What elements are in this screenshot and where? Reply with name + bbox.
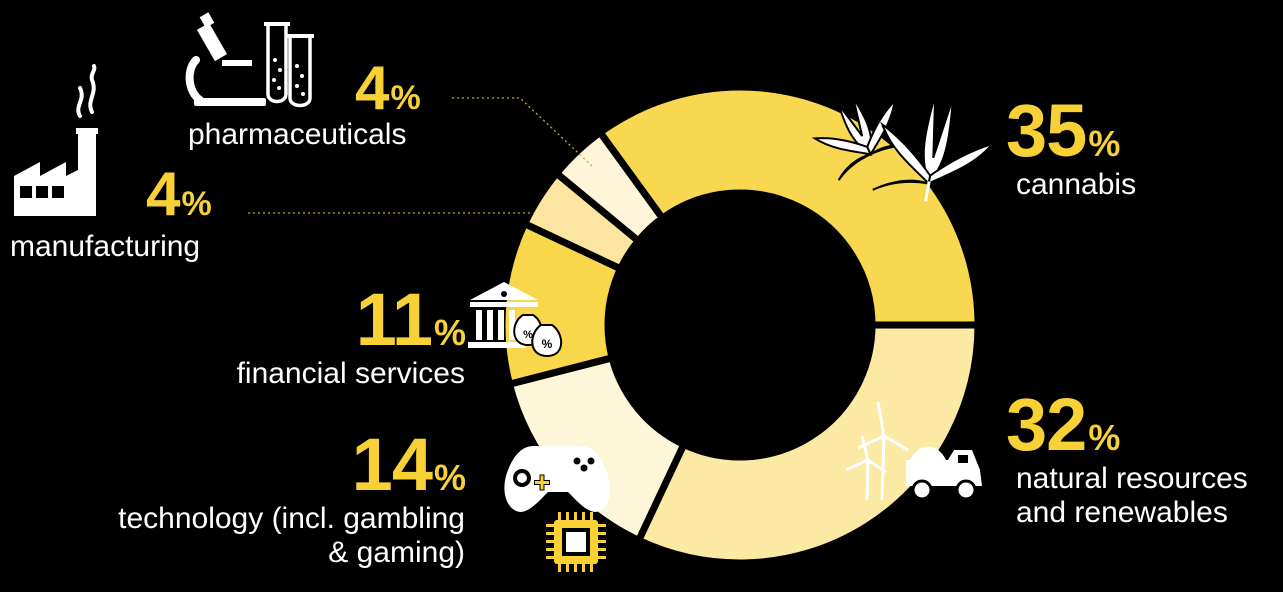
- slice-cannabis: [595, 83, 982, 329]
- svg-text:%: %: [542, 337, 553, 351]
- value-financial-number: 11: [355, 278, 433, 361]
- label-natural-resources: 32% natural resources and renewables: [1006, 388, 1248, 529]
- value-pharma: 4%: [355, 58, 421, 120]
- name-natural-line-1: natural resources: [1016, 462, 1248, 495]
- label-technology: 14% technology (incl. gambling & gaming): [118, 428, 466, 569]
- value-manufacturing-number: 4: [146, 160, 180, 229]
- cannabis-leaf-icon: [811, 94, 996, 210]
- value-natural-number: 32: [1006, 383, 1087, 466]
- percent-sign: %: [1088, 123, 1120, 164]
- slice-natural: [634, 321, 982, 567]
- value-technology: 14%: [118, 428, 466, 502]
- label-financial: 11% financial services: [236, 283, 466, 391]
- label-cannabis: 35% cannabis: [1006, 94, 1136, 202]
- percent-sign: %: [433, 457, 466, 498]
- value-natural-resources: 32%: [1006, 388, 1248, 462]
- percent-sign: %: [1088, 417, 1120, 458]
- name-technology-line-2: & gaming): [328, 535, 465, 569]
- name-cannabis: cannabis: [1016, 168, 1137, 201]
- value-manufacturing: 4%: [146, 164, 212, 226]
- donut-slices: [498, 83, 982, 567]
- value-cannabis: 35%: [1006, 94, 1136, 168]
- name-technology: technology (incl. gambling & gaming): [118, 502, 465, 569]
- percent-sign: %: [433, 312, 466, 353]
- name-pharma: pharmaceuticals: [188, 118, 407, 151]
- factory-icon: [14, 64, 98, 216]
- name-technology-line-1: technology (incl. gambling: [118, 502, 465, 535]
- value-financial: 11%: [237, 283, 466, 357]
- value-technology-number: 14: [351, 423, 433, 506]
- percent-sign: %: [390, 79, 420, 117]
- slice-pharma: [551, 127, 668, 246]
- name-natural-line-2: and renewables: [1016, 495, 1228, 529]
- value-pharma-number: 4: [355, 54, 389, 123]
- bank-and-money-bag-icon: % %: [468, 282, 563, 358]
- value-cannabis-number: 35: [1006, 89, 1087, 172]
- name-manufacturing: manufacturing: [10, 230, 201, 263]
- wind-turbine-and-mining-truck-icon: [845, 401, 982, 501]
- percent-sign: %: [181, 185, 211, 223]
- name-natural-resources: natural resources and renewables: [1016, 462, 1248, 529]
- microscope-and-test-tube-icon: [185, 12, 314, 108]
- label-pharma-value: 4%: [355, 58, 421, 120]
- svg-text:%: %: [523, 329, 533, 341]
- label-manufacturing-value: 4%: [146, 164, 212, 226]
- leader-lines: [248, 97, 593, 214]
- name-financial: financial services: [236, 357, 465, 390]
- game-controller-and-chip-icon: [504, 446, 611, 572]
